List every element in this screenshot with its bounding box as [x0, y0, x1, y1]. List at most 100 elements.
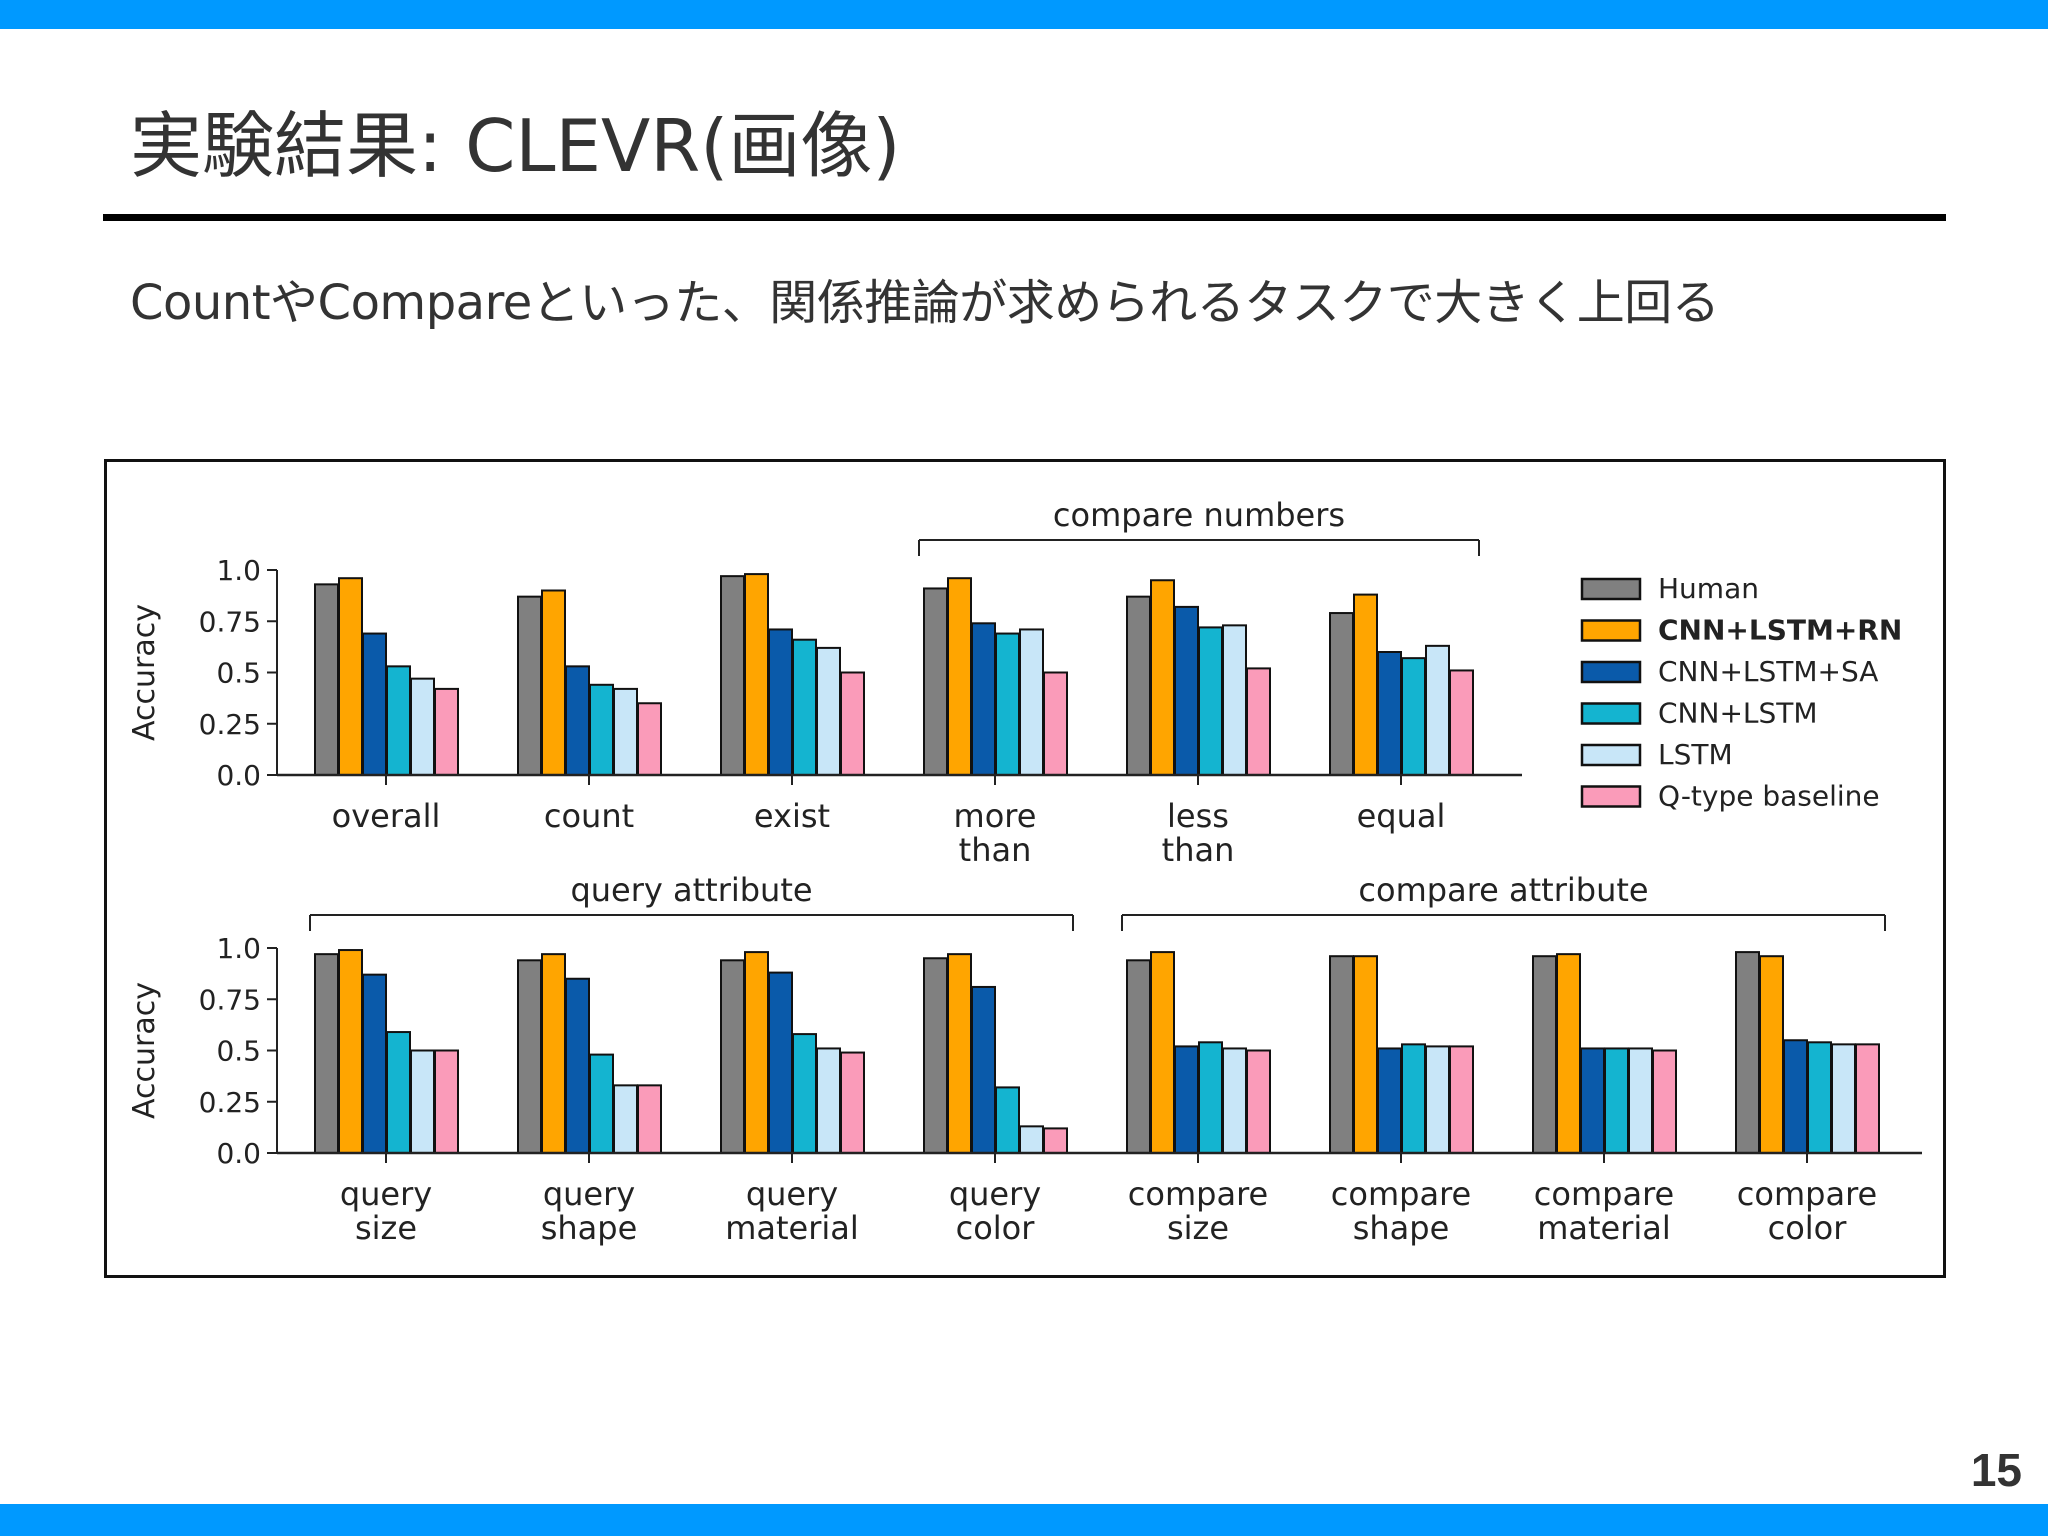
legend-label: CNN+LSTM+RN — [1658, 614, 1902, 647]
top-bar-4-human — [923, 587, 948, 776]
bottom-bar-8-cnn-lstm-sa — [1783, 1039, 1808, 1154]
top-bar-6-lstm — [1425, 644, 1450, 776]
bottom-bar-2-lstm — [613, 1084, 638, 1154]
bottom-bar-4-q-type-baseline — [1043, 1127, 1068, 1155]
bottom-bar-3-cnn-lstm — [792, 1033, 817, 1154]
bottom-bar-6-cnn-lstm — [1401, 1043, 1426, 1154]
bottom-bar-2-q-type-baseline — [637, 1084, 662, 1154]
bottom-xtick-label: color — [956, 1209, 1036, 1247]
top-ytick-label: 1.0 — [216, 554, 261, 587]
top-bar-4-q-type-baseline — [1043, 671, 1068, 776]
top-bar-4-cnn-lstm-rn — [947, 577, 972, 776]
bottom-ytick-label: 1.0 — [216, 932, 261, 965]
top-bar-6-human — [1329, 612, 1354, 776]
title-underline — [103, 214, 1946, 221]
bottom-ytick-label: 0.75 — [199, 983, 261, 1016]
top-bar-2-human — [517, 595, 542, 776]
accuracy-bar-chart: 0.0 0.25 0.5 0.75 1.0 Accuracy overall count exi… — [127, 496, 1922, 1247]
bottom-ytick-label: 0.0 — [216, 1137, 261, 1170]
top-bar-1-cnn-lstm — [386, 665, 411, 777]
bottom-xtick-label: compare — [1737, 1175, 1877, 1213]
top-bar-2-cnn-lstm-rn — [541, 589, 566, 776]
top-bar-5-cnn-lstm-sa — [1174, 605, 1199, 776]
top-ytick-label: 0.25 — [199, 708, 261, 741]
top-xtick-label: more — [954, 797, 1037, 835]
legend-swatch-cnn-lstm-sa — [1580, 660, 1642, 684]
top-bar-2-q-type-baseline — [637, 702, 662, 776]
top-bar-3-lstm — [816, 646, 841, 776]
bottom-bar-8-cnn-lstm — [1807, 1041, 1832, 1154]
bottom-bar-5-cnn-lstm — [1198, 1041, 1223, 1154]
slide-title: 実験結果: CLEVR(画像) — [130, 104, 901, 188]
top-bar-1-cnn-lstm-rn — [338, 577, 363, 776]
legend-label: CNN+LSTM — [1658, 697, 1818, 730]
slide-subtitle: CountやCompareといった、関係推論が求められるタスクで大きく上回る — [130, 275, 1720, 331]
legend-label: LSTM — [1658, 738, 1733, 771]
top-bar-4-cnn-lstm-sa — [971, 622, 996, 776]
group-bracket-compare-attribute: compare attribute — [1121, 871, 1886, 931]
legend-label: Human — [1658, 572, 1759, 605]
top-bar-6-cnn-lstm-sa — [1377, 651, 1402, 776]
top-ytick-label: 0.75 — [199, 605, 261, 638]
bottom-bar-2-cnn-lstm — [589, 1053, 614, 1154]
legend-label: Q-type baseline — [1658, 780, 1880, 813]
bottom-xtick-label: shape — [1353, 1209, 1450, 1247]
bottom-bar-4-human — [923, 957, 948, 1154]
bottom-bar-8-q-type-baseline — [1855, 1043, 1880, 1154]
bottom-bar-3-human — [720, 959, 745, 1154]
bottom-bar-3-cnn-lstm-sa — [768, 971, 793, 1154]
top-bar-5-cnn-lstm — [1198, 626, 1223, 776]
bottom-ytick-label: 0.5 — [216, 1035, 261, 1068]
bottom-bar-1-cnn-lstm-rn — [338, 949, 363, 1154]
top-bar-4-cnn-lstm — [995, 632, 1020, 776]
bottom-bar-6-cnn-lstm-sa — [1377, 1047, 1402, 1155]
bottom-xtick-label: query — [543, 1175, 635, 1213]
bottom-ytick-label: 0.25 — [199, 1086, 261, 1119]
bottom-xtick-label: material — [1537, 1209, 1671, 1247]
top-bar-2-cnn-lstm-sa — [565, 665, 590, 777]
bottom-xtick-label: shape — [541, 1209, 638, 1247]
group-bracket-query-attribute: query attribute — [309, 871, 1074, 931]
bottom-bar-3-cnn-lstm-rn — [744, 951, 769, 1154]
bottom-ylabel: Accuracy — [127, 982, 162, 1119]
top-accent-band — [0, 0, 2048, 29]
bottom-bar-8-lstm — [1831, 1043, 1856, 1154]
top-ylabel: Accuracy — [127, 604, 162, 741]
top-bar-1-human — [314, 583, 339, 776]
top-bar-2-lstm — [613, 687, 638, 776]
top-bar-5-q-type-baseline — [1246, 667, 1271, 776]
bottom-xtick-label: query — [949, 1175, 1041, 1213]
bottom-bar-7-cnn-lstm-sa — [1580, 1047, 1605, 1155]
top-xtick-label: overall — [332, 797, 441, 835]
top-bar-3-cnn-lstm-sa — [768, 628, 793, 776]
bottom-bar-1-cnn-lstm-sa — [362, 973, 387, 1155]
bottom-bar-1-human — [314, 953, 339, 1154]
bottom-bar-8-cnn-lstm-rn — [1759, 955, 1784, 1155]
top-bar-1-lstm — [410, 677, 435, 776]
bottom-bar-3-lstm — [816, 1047, 841, 1155]
bottom-bar-5-cnn-lstm-sa — [1174, 1045, 1199, 1155]
bottom-bar-7-cnn-lstm — [1604, 1047, 1629, 1155]
page-number: 15 — [1970, 1444, 2022, 1496]
bottom-bar-5-human — [1126, 959, 1151, 1154]
bottom-bar-7-human — [1532, 955, 1557, 1155]
group-label: compare attribute — [1358, 871, 1648, 909]
bottom-xtick-label: compare — [1128, 1175, 1268, 1213]
top-bar-2-cnn-lstm — [589, 683, 614, 776]
bottom-xtick-label: compare — [1331, 1175, 1471, 1213]
bottom-bar-1-q-type-baseline — [434, 1049, 459, 1154]
bottom-xtick-label: size — [355, 1209, 417, 1247]
bottom-bar-8-human — [1735, 951, 1760, 1154]
top-xtick-label: equal — [1357, 797, 1446, 835]
bottom-bar-6-lstm — [1425, 1045, 1450, 1155]
chart-legend: Human CNN+LSTM+RN CNN+LSTM+SA CNN+LSTM LSTM Q… — [1580, 572, 1902, 813]
top-xtick-label: less — [1167, 797, 1229, 835]
figure-frame: 0.0 0.25 0.5 0.75 1.0 Accuracy overall count exi… — [104, 459, 1946, 1278]
bottom-bar-4-cnn-lstm-sa — [971, 985, 996, 1155]
bottom-bar-6-cnn-lstm-rn — [1353, 955, 1378, 1155]
bottom-xtick-label: material — [725, 1209, 859, 1247]
bottom-bar-6-human — [1329, 955, 1354, 1155]
top-panel: 0.0 0.25 0.5 0.75 1.0 Accuracy overall count exi… — [127, 496, 1522, 869]
top-xtick-label: count — [544, 797, 634, 835]
